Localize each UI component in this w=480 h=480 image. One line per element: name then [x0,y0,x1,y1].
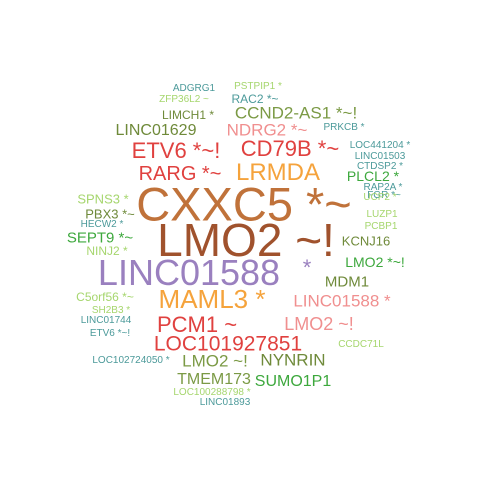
word: LMO2 ~! [157,214,335,266]
word: RAP2A * [363,182,403,193]
word: SUMO1P1 [254,373,332,390]
word: LMO2 ~! [284,314,354,334]
word: PSTPIP1 * [234,81,282,92]
word: LMO2 ~! [182,351,248,371]
word: LINC01893 [199,397,251,408]
word: ADGRG1 [172,83,216,94]
word: LINC01503 [354,151,406,162]
word: PRKCB * [323,122,365,133]
word: LOC102724050 * [92,355,170,366]
word: KCNJ16 [341,233,391,249]
word: LOC100288798 * [173,387,251,398]
word: CTDSP2 * [356,161,404,172]
word: RARG *~ [138,163,222,185]
word: SH2B3 * [91,305,131,316]
word: NINJ2 * [86,244,128,258]
word: LINC01629 [115,122,197,139]
word: C5orf56 *~ [76,290,134,304]
word: ETV6 *~! [131,138,221,163]
word: MDM1 [324,273,370,291]
word: LRMDA [235,159,321,186]
word: UCP2 * [363,192,397,203]
word: LUZP1 [366,209,398,220]
word: SEPT9 *~ [66,229,134,247]
word: NYNRIN [260,350,326,370]
word: CXXC5 *~ [136,177,352,231]
word: PCM1 ~ [156,312,238,337]
word: LOC441204 * [349,140,411,151]
word: LINC01744 [80,315,132,326]
word: LINC01588 * [293,291,391,311]
word: PLCL2 * [346,168,400,184]
word: CCDC71L [338,339,384,350]
word: FGR *~ [367,190,401,201]
word: LMO2 *~! [345,254,405,270]
word: HECW2 * [80,219,124,230]
word: CCND2-AS1 *~! [234,103,358,123]
word: LOC101927851 [153,332,303,356]
word: RAC2 *~ [231,92,279,106]
word: LINC01588 [97,252,281,293]
word: * [302,255,312,280]
word: SPNS3 * [77,191,129,207]
word: ZFP36L2 ~ [159,94,209,105]
word: NDRG2 *~ [226,120,308,140]
word: PCBP1 [364,221,398,232]
word: LIMCH1 * [161,108,215,122]
word: TMEM173 [177,371,251,388]
word: CD79B *~ [240,136,340,161]
word: MAML3 * [158,284,266,314]
word: ETV6 *~! [89,328,131,339]
word: PBX3 *~ [85,206,135,222]
